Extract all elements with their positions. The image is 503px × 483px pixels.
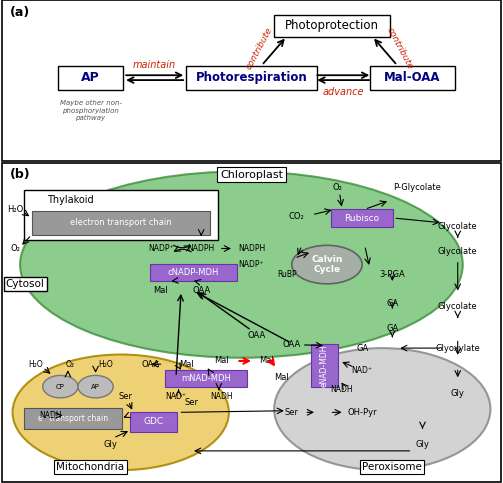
Text: NADH: NADH [331,385,353,394]
Text: Gly: Gly [451,388,465,398]
FancyBboxPatch shape [370,66,455,90]
Text: Chloroplast: Chloroplast [220,170,283,180]
Text: Glyoxylate: Glyoxylate [436,343,480,353]
Text: NADH: NADH [210,392,232,401]
Text: eNAD-MDH: eNAD-MDH [320,344,329,387]
Text: maintain: maintain [133,59,176,70]
Text: Glycolate: Glycolate [438,302,477,311]
Text: NADP⁺: NADP⁺ [239,260,264,269]
Text: CO₂: CO₂ [289,212,305,221]
FancyBboxPatch shape [274,14,390,37]
Text: GA: GA [356,343,368,353]
Ellipse shape [20,171,463,358]
Text: OH-Pyr: OH-Pyr [348,408,377,417]
Text: GA: GA [386,298,398,308]
FancyBboxPatch shape [130,412,177,432]
Text: Mal: Mal [274,372,289,382]
FancyBboxPatch shape [32,211,210,235]
Text: NAD⁺: NAD⁺ [165,392,187,401]
FancyBboxPatch shape [150,264,237,281]
Text: Maybe other non-
phosphorylation
pathway: Maybe other non- phosphorylation pathway [59,100,122,121]
Text: RuBP: RuBP [277,270,297,279]
Text: H₂O: H₂O [7,205,23,214]
FancyBboxPatch shape [24,409,122,429]
Text: Mal-OAA: Mal-OAA [384,71,441,84]
Text: OAA: OAA [283,341,301,349]
FancyBboxPatch shape [186,66,317,90]
Text: Cytosol: Cytosol [6,279,45,289]
Text: e⁻ transport chain: e⁻ transport chain [38,414,108,423]
Text: H₂O: H₂O [98,360,113,369]
FancyBboxPatch shape [331,209,393,227]
Ellipse shape [274,348,490,470]
Text: electron transport chain: electron transport chain [70,218,172,227]
Text: contribute: contribute [244,26,274,71]
Text: O₂: O₂ [66,360,75,369]
Text: advance: advance [322,87,364,98]
Text: cNADP-MDH: cNADP-MDH [168,268,219,277]
Text: Photoprotection: Photoprotection [285,19,379,32]
Text: Mal: Mal [214,356,229,366]
Text: Glycolate: Glycolate [438,247,477,256]
Text: Mal: Mal [259,356,274,366]
Text: Mitochondria: Mitochondria [56,462,125,472]
Text: OAA: OAA [142,360,160,369]
Text: GA: GA [386,324,398,333]
Ellipse shape [13,355,229,470]
Text: Gly: Gly [415,440,430,449]
Text: (a): (a) [10,6,30,19]
Text: contribute: contribute [385,26,415,71]
Text: NADP⁺: NADP⁺ [148,244,174,253]
Text: Thylakoid: Thylakoid [47,195,94,205]
Text: 3-PGA: 3-PGA [379,270,405,279]
Text: GDC: GDC [143,417,163,426]
Text: Ser: Ser [285,408,299,417]
Text: Glycolate: Glycolate [438,222,477,230]
Text: NAD⁺: NAD⁺ [352,366,373,375]
Text: NADPH: NADPH [188,244,215,253]
Circle shape [43,375,78,398]
Text: NADPH: NADPH [238,244,265,253]
Ellipse shape [292,245,362,284]
Text: Peroxisome: Peroxisome [362,462,423,472]
Text: O₂: O₂ [332,183,342,192]
FancyBboxPatch shape [165,370,247,387]
Text: NADH: NADH [39,411,61,420]
Text: (b): (b) [10,168,31,181]
Text: Photorespiration: Photorespiration [196,71,307,84]
Text: Mal: Mal [153,286,169,295]
Text: mNAD-MDH: mNAD-MDH [181,374,231,383]
FancyBboxPatch shape [58,66,123,90]
Text: Mal: Mal [179,360,194,369]
Text: P-Glycolate: P-Glycolate [393,183,442,192]
Text: AP: AP [91,384,100,390]
Text: AP: AP [81,71,100,84]
Text: OAA: OAA [247,331,266,340]
Text: OAA: OAA [192,286,210,295]
Text: Ser: Ser [184,398,198,407]
Text: Ser: Ser [119,392,133,401]
Text: Gly: Gly [104,440,118,449]
Text: Calvin
Cycle: Calvin Cycle [311,255,343,274]
Text: O₂: O₂ [10,244,20,253]
FancyBboxPatch shape [24,190,218,240]
Text: H₂O: H₂O [28,360,43,369]
Text: Rubisco: Rubisco [345,213,380,223]
Circle shape [78,375,113,398]
FancyBboxPatch shape [311,344,338,387]
Text: CP: CP [56,384,65,390]
